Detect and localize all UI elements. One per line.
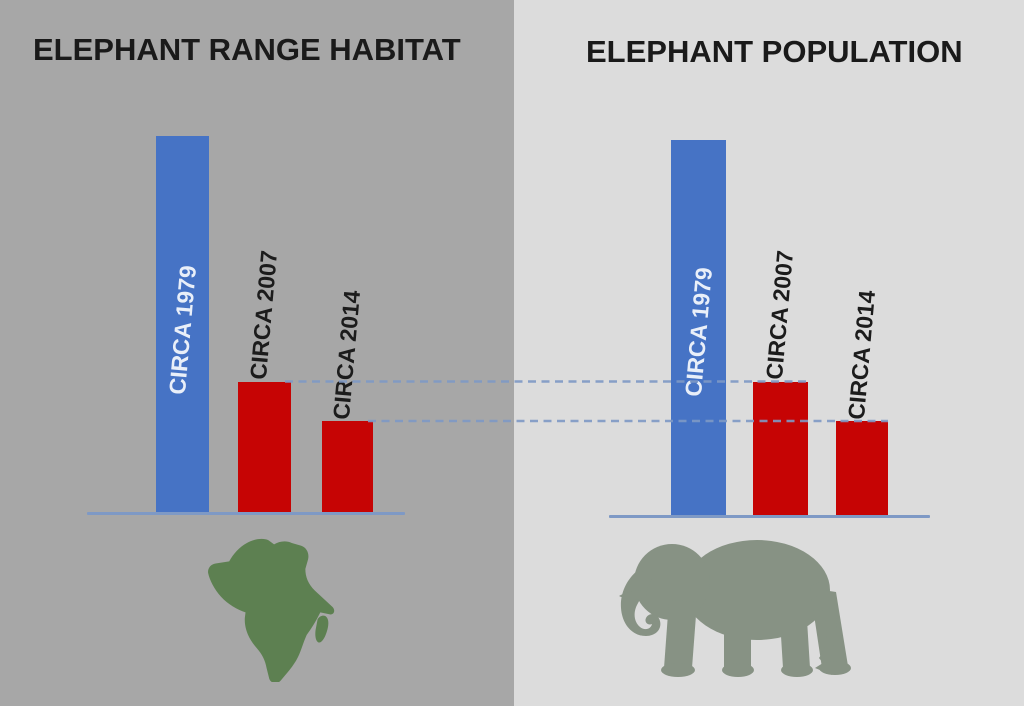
population-baseline-axis: [609, 515, 930, 518]
elephant-icon: [619, 540, 851, 677]
bar-habitat-circa-2014: [322, 421, 373, 514]
bar-habitat-circa-1979: [156, 136, 209, 514]
right-chart-title: ELEPHANT POPULATION: [586, 34, 963, 69]
bar-population-circa-2007: [753, 382, 808, 517]
habitat-baseline-axis: [87, 512, 405, 515]
africa-map-icon: [208, 538, 335, 682]
bar-population-circa-2014: [836, 420, 888, 517]
left-chart-title: ELEPHANT RANGE HABITAT: [33, 32, 461, 67]
bar-population-circa-1979: [671, 140, 726, 517]
bar-habitat-circa-2007: [238, 381, 291, 514]
